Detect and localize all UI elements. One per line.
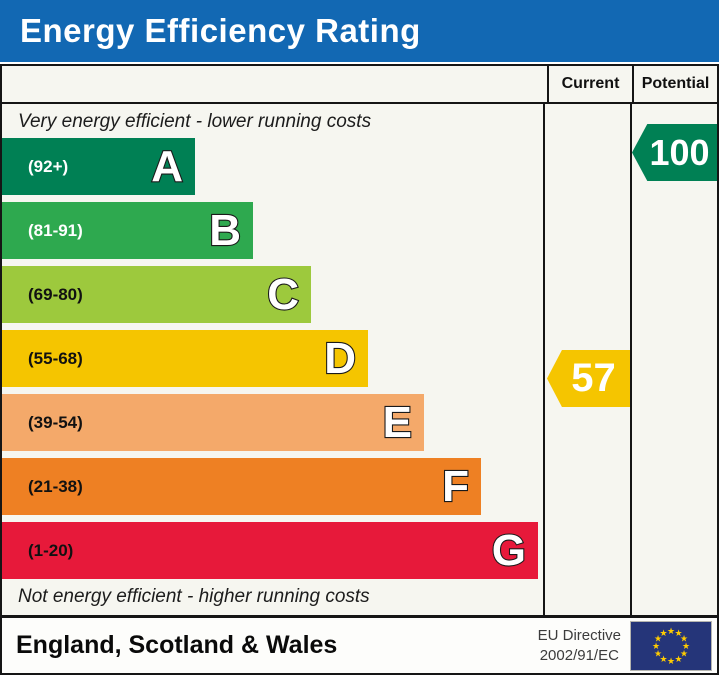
- eu-flag-star: ★: [682, 641, 690, 651]
- eu-directive-line2: 2002/91/EC: [539, 646, 619, 664]
- eu-directive-label: EU Directive 2002/91/EC: [538, 626, 621, 665]
- header-row: Current Potential: [2, 66, 717, 104]
- band-letter: F: [441, 461, 470, 511]
- eu-flag-icon: ★ ★★★★★★★★★★★: [630, 620, 712, 671]
- title-bar: Energy Efficiency Rating: [0, 0, 719, 62]
- eu-directive-line1: EU Directive: [537, 627, 621, 644]
- chart-body: Very energy efficient - lower running co…: [2, 104, 717, 615]
- band-letter: B: [208, 205, 242, 255]
- region-label: England, Scotland & Wales: [16, 631, 338, 659]
- eu-flag-star: ★: [674, 628, 682, 638]
- band-range-label: (21-38): [28, 476, 83, 496]
- band-f: (21-38) F: [2, 458, 481, 515]
- band-range-label: (55-68): [28, 348, 83, 368]
- eu-flag-field: [631, 621, 711, 670]
- band-d: (55-68) D: [2, 330, 368, 387]
- page-title: Energy Efficiency Rating: [20, 12, 421, 49]
- eu-flag-star: ★: [654, 648, 662, 658]
- current-score-arrow: 57: [547, 350, 630, 407]
- eu-flag-star: ★: [667, 656, 675, 666]
- band-letter: D: [323, 333, 357, 383]
- potential-column: 100: [630, 104, 717, 615]
- band-letter: E: [382, 397, 414, 447]
- bottom-note: Not energy efficient - higher running co…: [18, 586, 370, 607]
- band-range-label: (39-54): [28, 412, 83, 432]
- band-c: (69-80) C: [2, 266, 311, 323]
- current-score-value: 57: [571, 356, 616, 400]
- rating-bands: (92+) A (81-91) B (69-80) C (55-68) D (39-54) E (2…: [2, 138, 543, 579]
- header-spacer: [2, 66, 547, 102]
- eu-flag-star: ★: [674, 654, 682, 664]
- potential-score-value: 100: [649, 131, 710, 173]
- eu-flag-star: ★: [652, 641, 660, 651]
- band-range-label: (81-91): [28, 220, 83, 240]
- band-e: (39-54) E: [2, 394, 424, 451]
- band-range-label: (69-80): [28, 284, 83, 304]
- footer-row: England, Scotland & Wales EU Directive 2…: [2, 615, 717, 673]
- band-range-label: (1-20): [28, 540, 74, 560]
- eu-flag-star: ★: [659, 654, 667, 664]
- eu-flag-star: ★: [667, 626, 675, 636]
- potential-score-arrow: 100: [632, 124, 717, 181]
- eu-flag-star: ★: [654, 633, 662, 643]
- potential-column-header: Potential: [632, 66, 717, 102]
- epc-table: Current Potential Very energy efficient …: [0, 64, 719, 675]
- current-column-header: Current: [547, 66, 632, 102]
- top-note: Very energy efficient - lower running co…: [18, 111, 372, 132]
- current-column: 57: [543, 104, 630, 615]
- band-letter: G: [491, 525, 527, 575]
- band-letter: A: [150, 141, 184, 191]
- band-g: (1-20) G: [2, 522, 538, 579]
- band-range-label: (92+): [28, 156, 69, 176]
- eu-flag-star: ★: [659, 628, 667, 638]
- chart-zone: Very energy efficient - lower running co…: [2, 104, 543, 615]
- band-a: (92+) A: [2, 138, 195, 195]
- band-b: (81-91) B: [2, 202, 253, 259]
- band-letter: C: [266, 269, 300, 319]
- eu-flag-star: ★: [680, 648, 688, 658]
- eu-flag-star: ★: [680, 633, 688, 643]
